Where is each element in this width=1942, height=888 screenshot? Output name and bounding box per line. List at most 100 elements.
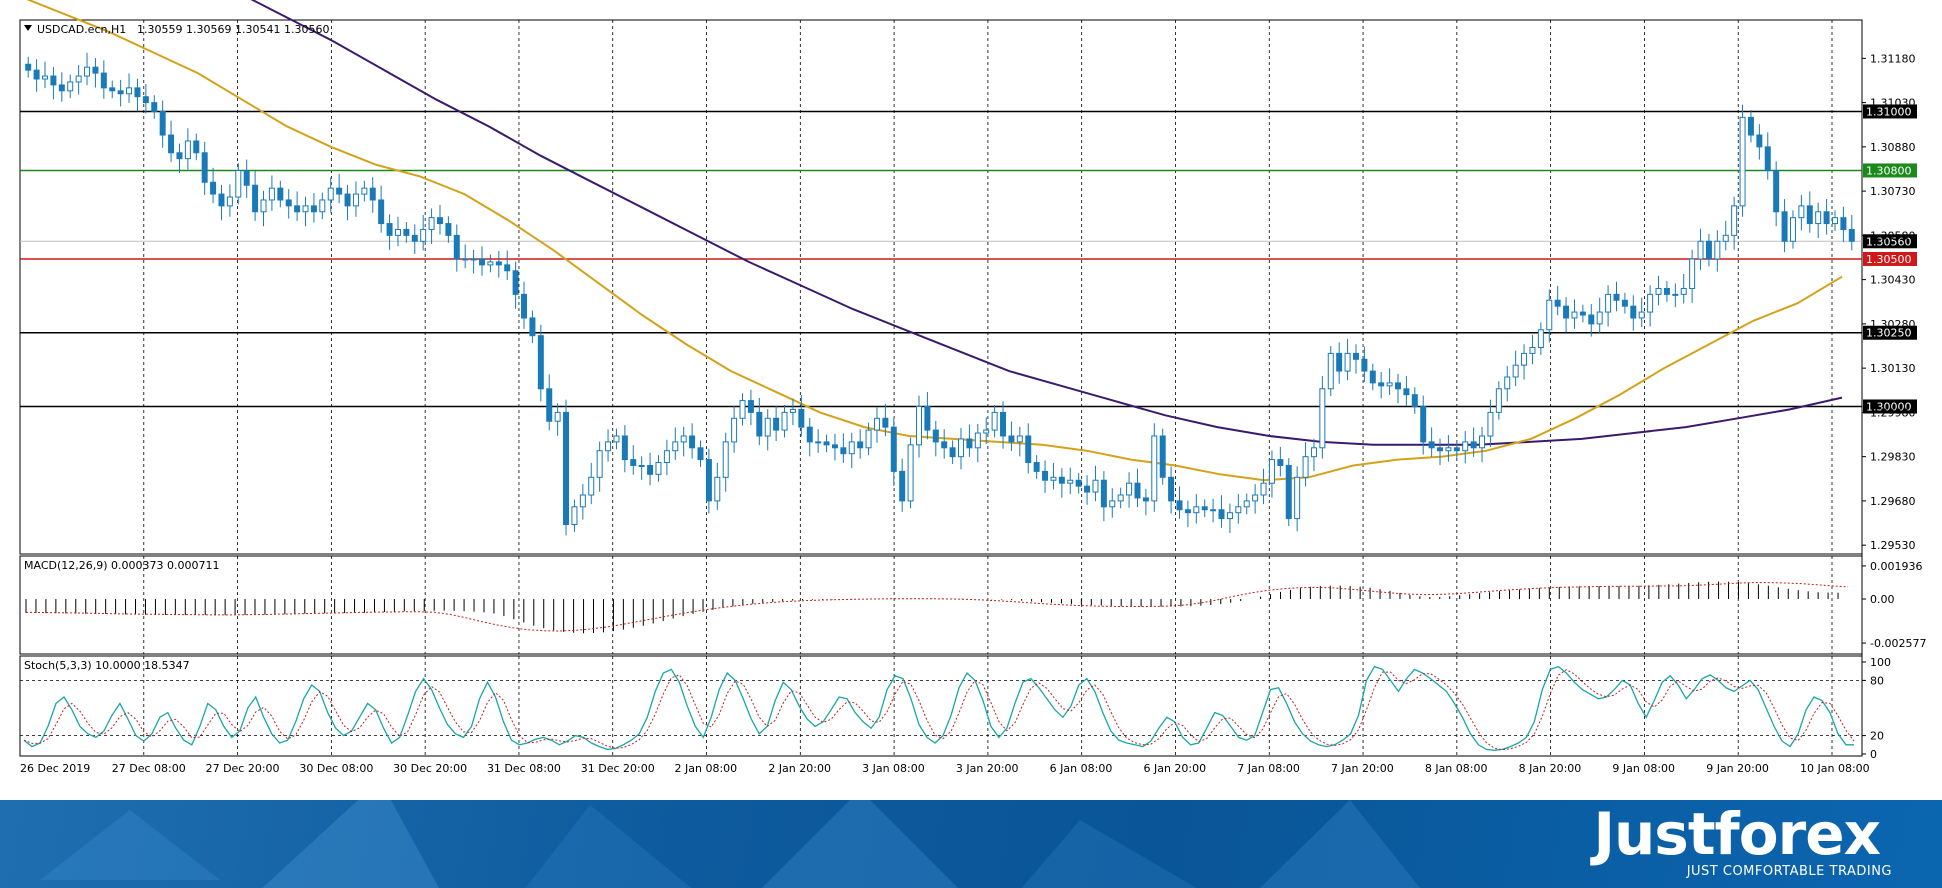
candle-body: [352, 193, 359, 207]
candle-body: [1134, 482, 1141, 499]
time-tick-label: 30 Dec 20:00: [393, 762, 467, 775]
candle-body: [1705, 240, 1712, 260]
justforex-logo[interactable]: Justforex: [1593, 800, 1881, 868]
brand-banner: Justforex JUST COMFORTABLE TRADING: [0, 800, 1942, 888]
candle-body: [310, 205, 317, 213]
level-price-label: 1.30250: [1866, 327, 1912, 340]
time-tick-label: 7 Jan 20:00: [1331, 762, 1394, 775]
chart-canvas[interactable]: 1.31000 1.30800 1.30500 1.30250 1.30000 1.305…: [0, 0, 1942, 800]
candle-body: [327, 187, 334, 201]
candle-body: [336, 187, 343, 195]
candle-body: [1747, 116, 1754, 136]
candle-body: [865, 429, 872, 449]
candle-body: [1613, 293, 1620, 301]
candle-body: [789, 408, 796, 413]
candle-body: [1689, 258, 1696, 289]
candle-body: [1546, 299, 1553, 331]
candle-body: [1773, 169, 1780, 213]
candle-body: [689, 435, 696, 449]
candle-body: [638, 464, 645, 467]
candle-body: [445, 223, 452, 236]
candle-body: [907, 444, 914, 502]
candle-body: [1008, 435, 1015, 443]
candle-body: [243, 169, 250, 186]
candle-body: [487, 261, 494, 266]
chart-area[interactable]: 1.31000 1.30800 1.30500 1.30250 1.30000 1.305…: [0, 0, 1942, 800]
candle-body: [924, 405, 931, 431]
stoch-title: Stoch(5,3,3) 10.0000 18.5347: [24, 659, 190, 672]
time-tick-label: 31 Dec 20:00: [581, 762, 655, 775]
candle-body: [857, 441, 864, 449]
candle-body: [1663, 287, 1670, 295]
candle-body: [1647, 293, 1654, 313]
candle-body: [1823, 211, 1830, 225]
candle-body: [915, 405, 922, 446]
candle-body: [1781, 211, 1788, 242]
candle-body: [411, 234, 418, 242]
candle-body: [378, 199, 385, 225]
decor-shape: [260, 800, 440, 888]
time-axis: 26 Dec 2019 27 Dec 08:00 27 Dec 20:00 30 De…: [20, 762, 1870, 775]
time-tick-label: 30 Dec 08:00: [299, 762, 373, 775]
candlestick-series: [25, 52, 1855, 536]
symbol-label: USDCAD.ecn,H1: [37, 23, 126, 36]
candle-body: [462, 258, 469, 261]
ma-fast-line: [26, 0, 1843, 482]
price-tick-label: 1.30280: [1870, 318, 1916, 331]
candle-body: [655, 462, 662, 475]
candle-body: [1487, 411, 1494, 437]
candle-body: [1344, 352, 1351, 372]
candle-body: [226, 196, 233, 207]
candle-body: [537, 335, 544, 390]
candle-body: [773, 417, 780, 431]
candle-body: [1630, 305, 1637, 319]
candle-body: [663, 450, 670, 464]
candle-body: [1420, 405, 1427, 443]
dropdown-triangle-icon[interactable]: [24, 25, 32, 31]
candle-body: [453, 234, 460, 260]
candle-body: [1352, 352, 1359, 360]
candle-body: [252, 184, 259, 213]
candle-body: [1226, 512, 1233, 520]
candle-body: [563, 411, 570, 525]
candle-body: [369, 187, 376, 201]
candle-body: [571, 506, 578, 525]
horizontal-levels[interactable]: 1.31000 1.30800 1.30500 1.30250 1.30000 1.305…: [20, 104, 1917, 414]
candle-body: [1126, 482, 1133, 496]
candle-body: [1327, 352, 1334, 390]
candle-body: [504, 264, 511, 272]
price-tick-label: 1.30430: [1870, 274, 1916, 287]
candle-body: [1714, 240, 1721, 260]
candle-body: [1025, 435, 1032, 464]
candle-body: [756, 411, 763, 437]
candle-body: [1184, 509, 1191, 514]
candle-body: [739, 400, 746, 419]
time-tick-label: 9 Jan 20:00: [1706, 762, 1769, 775]
candle-body: [1655, 287, 1662, 295]
candle-body: [1310, 447, 1317, 458]
candle-body: [1697, 240, 1704, 260]
candle-body: [1605, 293, 1612, 313]
candle-body: [747, 400, 754, 413]
candle-body: [949, 447, 956, 458]
candle-body: [1100, 479, 1107, 508]
candle-body: [495, 261, 502, 266]
decor-shape: [520, 805, 700, 888]
candle-body: [151, 102, 158, 112]
decor-shape: [1260, 800, 1420, 888]
candle-body: [294, 205, 301, 213]
time-tick-label: 26 Dec 2019: [20, 762, 90, 775]
candle-body: [1067, 479, 1074, 484]
candle-body: [1596, 311, 1603, 325]
candle-body: [890, 426, 897, 472]
candle-body: [235, 169, 242, 198]
candle-body: [1638, 311, 1645, 319]
candle-body: [1159, 435, 1166, 478]
price-tick-label: 1.30130: [1870, 362, 1916, 375]
macd-title: MACD(12,26,9) 0.000373 0.000711: [24, 559, 220, 572]
candle-body: [134, 87, 141, 98]
candle-body: [285, 199, 292, 207]
candle-body: [1462, 441, 1469, 452]
candle-body: [42, 75, 49, 80]
candle-body: [798, 408, 805, 428]
